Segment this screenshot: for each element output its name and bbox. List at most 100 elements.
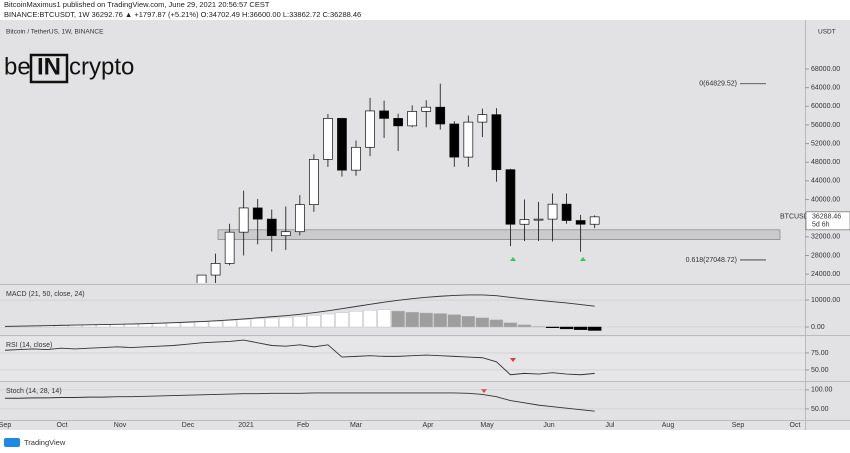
candle-body (421, 106, 432, 112)
macd-histogram-bar (279, 317, 293, 328)
x-tick-label: Nov (114, 422, 127, 429)
x-tick-label: Feb (297, 422, 309, 429)
fib-label: 0.618(27048.72) (686, 257, 737, 264)
candle-body (463, 121, 474, 158)
macd-histogram-bar (138, 323, 153, 328)
y-tick-label: 56000.00 (811, 122, 840, 129)
x-tick-label: Mar (350, 422, 363, 429)
candle-body (393, 118, 403, 127)
y-tick-label: 52000.00 (811, 140, 840, 147)
candle-body (449, 123, 460, 158)
y-tick-label: 50.00 (811, 406, 829, 413)
candle-body (477, 114, 488, 123)
logo-right: crypto (69, 53, 134, 80)
y-tick-label: 44000.00 (811, 178, 840, 185)
macd-line (4, 294, 595, 327)
symbol-label: BTCUSDT (780, 214, 814, 221)
rsi-line (4, 339, 595, 376)
macd-histogram-bar (208, 321, 223, 328)
macd-histogram-bar (377, 309, 391, 328)
candle-body (491, 114, 502, 171)
brand: TradingView (24, 438, 66, 447)
indicator-title: RSI (14, close) (6, 342, 52, 349)
price-tag-value: 36288.46 (812, 214, 841, 221)
buy-arrow (510, 257, 516, 261)
macd-histogram-bar (251, 318, 265, 328)
logo-left: be (4, 53, 31, 80)
y-tick-label: 48000.00 (811, 159, 840, 166)
candle-body (224, 231, 235, 264)
macd-histogram-bar (419, 312, 433, 328)
x-tick-label: May (480, 422, 494, 429)
candle-body (337, 118, 347, 171)
x-tick-label: Oct (57, 422, 68, 429)
candle-body (379, 110, 389, 119)
macd-histogram-bar (194, 321, 209, 328)
stoch-line (5, 392, 595, 412)
macd-histogram-bar (236, 319, 251, 328)
macd-histogram-bar (307, 315, 321, 328)
logo-box-text: IN (37, 53, 61, 80)
y-tick-label: 24000.00 (811, 271, 840, 278)
candle-body (280, 231, 291, 237)
y-tick-label: 50.00 (811, 367, 829, 374)
candle-body (309, 159, 319, 206)
x-tick-label: Oct (790, 422, 801, 429)
candle-body (252, 207, 263, 220)
indicator-title: MACD (21, 50, close, 24) (6, 291, 85, 298)
price-tag (805, 211, 850, 231)
currency: USDT (818, 29, 836, 36)
macd-histogram-bar (391, 310, 405, 328)
macd-histogram-bar (363, 310, 377, 328)
y-tick-label: 68000.00 (811, 66, 840, 73)
logo-box (29, 53, 69, 84)
macd-histogram-bar (321, 313, 335, 328)
macd-histogram-bar (573, 326, 588, 330)
macd-histogram-bar (489, 319, 504, 328)
x-tick-label: Dec (182, 422, 195, 429)
macd-histogram-bar (349, 311, 363, 328)
y-tick-label: 64000.00 (811, 84, 840, 91)
macd-histogram-bar (152, 323, 167, 328)
price-tag-countdown: 5d 6h (812, 222, 830, 229)
support-zone (217, 229, 781, 240)
x-tick-label: Sep (732, 422, 745, 429)
macd-histogram-bar (222, 320, 237, 328)
y-tick-label: 0.00 (811, 324, 825, 331)
buy-arrow (580, 257, 586, 261)
x-tick-label: Jun (543, 422, 554, 429)
candle-body (533, 218, 544, 221)
macd-histogram-bar (475, 317, 490, 328)
candle-body (561, 203, 572, 221)
x-tick-label: Aug (662, 422, 675, 429)
macd-histogram-bar (461, 316, 476, 328)
candle-body (323, 118, 333, 160)
macd-histogram-bar (293, 316, 307, 328)
macd-histogram-bar (335, 312, 349, 328)
candle-body (210, 263, 221, 276)
macd-histogram-bar (447, 314, 461, 328)
publish-info: BitcoinMaximus1 published on TradingView… (4, 0, 270, 9)
y-tick-label: 60000.00 (811, 103, 840, 110)
candle-body (505, 169, 516, 225)
macd-histogram-bar (587, 326, 602, 331)
x-tick-label: Jul (606, 422, 615, 429)
candle-body (266, 218, 277, 237)
y-tick-label: 32000.00 (811, 234, 840, 241)
candles (196, 83, 781, 283)
candle-body (519, 219, 530, 225)
x-tick-label: Apr (423, 422, 435, 429)
candle-body (547, 203, 558, 220)
candle-body (196, 274, 207, 283)
macd-histogram-bar (433, 313, 447, 328)
macd-histogram-bar (517, 324, 532, 328)
macd-histogram-bar (531, 326, 546, 328)
symbol-info: BINANCE:BTCUSDT, 1W 36292.76 ▲ +1797.87 … (4, 10, 361, 19)
brand-icon (4, 438, 20, 447)
y-tick-label: 75.00 (811, 350, 829, 357)
macd-histogram-bar (180, 322, 195, 328)
x-tick-label: Sep (0, 422, 11, 429)
candle-body (238, 207, 249, 233)
indicator-title: Stoch (14, 28, 14) (6, 388, 62, 395)
